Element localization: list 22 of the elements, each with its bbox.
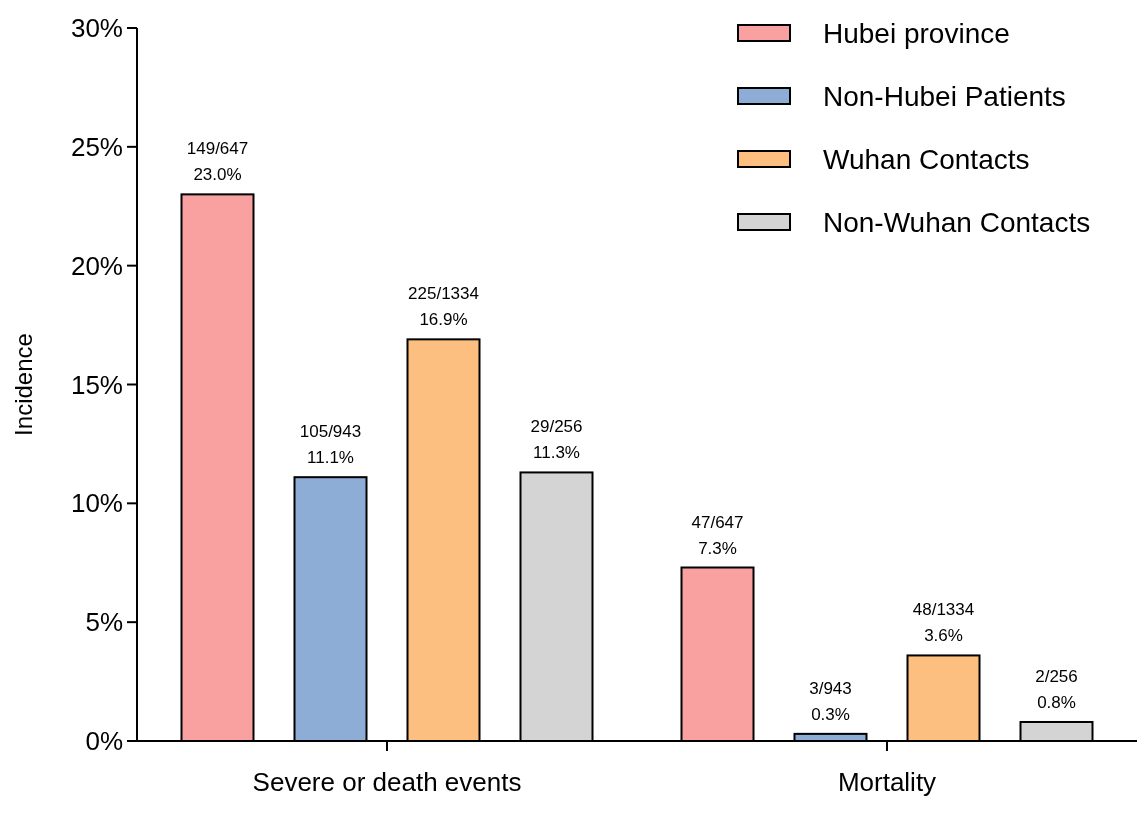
legend-label: Non-Hubei Patients bbox=[823, 80, 1066, 112]
y-tick-label: 5% bbox=[85, 607, 123, 638]
x-tick-label: Severe or death events bbox=[252, 767, 522, 797]
y-axis-title: Incidence bbox=[10, 333, 37, 436]
y-tick-label: 30% bbox=[70, 13, 123, 44]
data-label: 47/647 7.3% bbox=[691, 512, 744, 558]
legend-label: Non-Wuhan Contacts bbox=[823, 206, 1091, 238]
y-tick-label: 25% bbox=[70, 131, 123, 162]
data-label: 29/256 11.3% bbox=[530, 417, 583, 463]
data-label: 105/943 11.1% bbox=[299, 422, 362, 468]
data-label: 3/943 0.3% bbox=[809, 678, 852, 724]
y-tick-label: 15% bbox=[70, 369, 123, 400]
data-label: 149/647 23.0% bbox=[186, 139, 249, 185]
legend-label: Hubei province bbox=[823, 17, 1010, 49]
x-tick-label: Mortality bbox=[837, 767, 937, 797]
data-label: 225/1334 16.9% bbox=[408, 284, 479, 330]
y-tick-label: 10% bbox=[70, 488, 123, 519]
data-label: 48/1334 3.6% bbox=[912, 600, 975, 646]
legend-label: Wuhan Contacts bbox=[823, 143, 1030, 175]
y-tick-label: 0% bbox=[85, 726, 123, 757]
data-label: 2/256 0.8% bbox=[1035, 666, 1078, 712]
y-tick-label: 20% bbox=[70, 250, 123, 281]
